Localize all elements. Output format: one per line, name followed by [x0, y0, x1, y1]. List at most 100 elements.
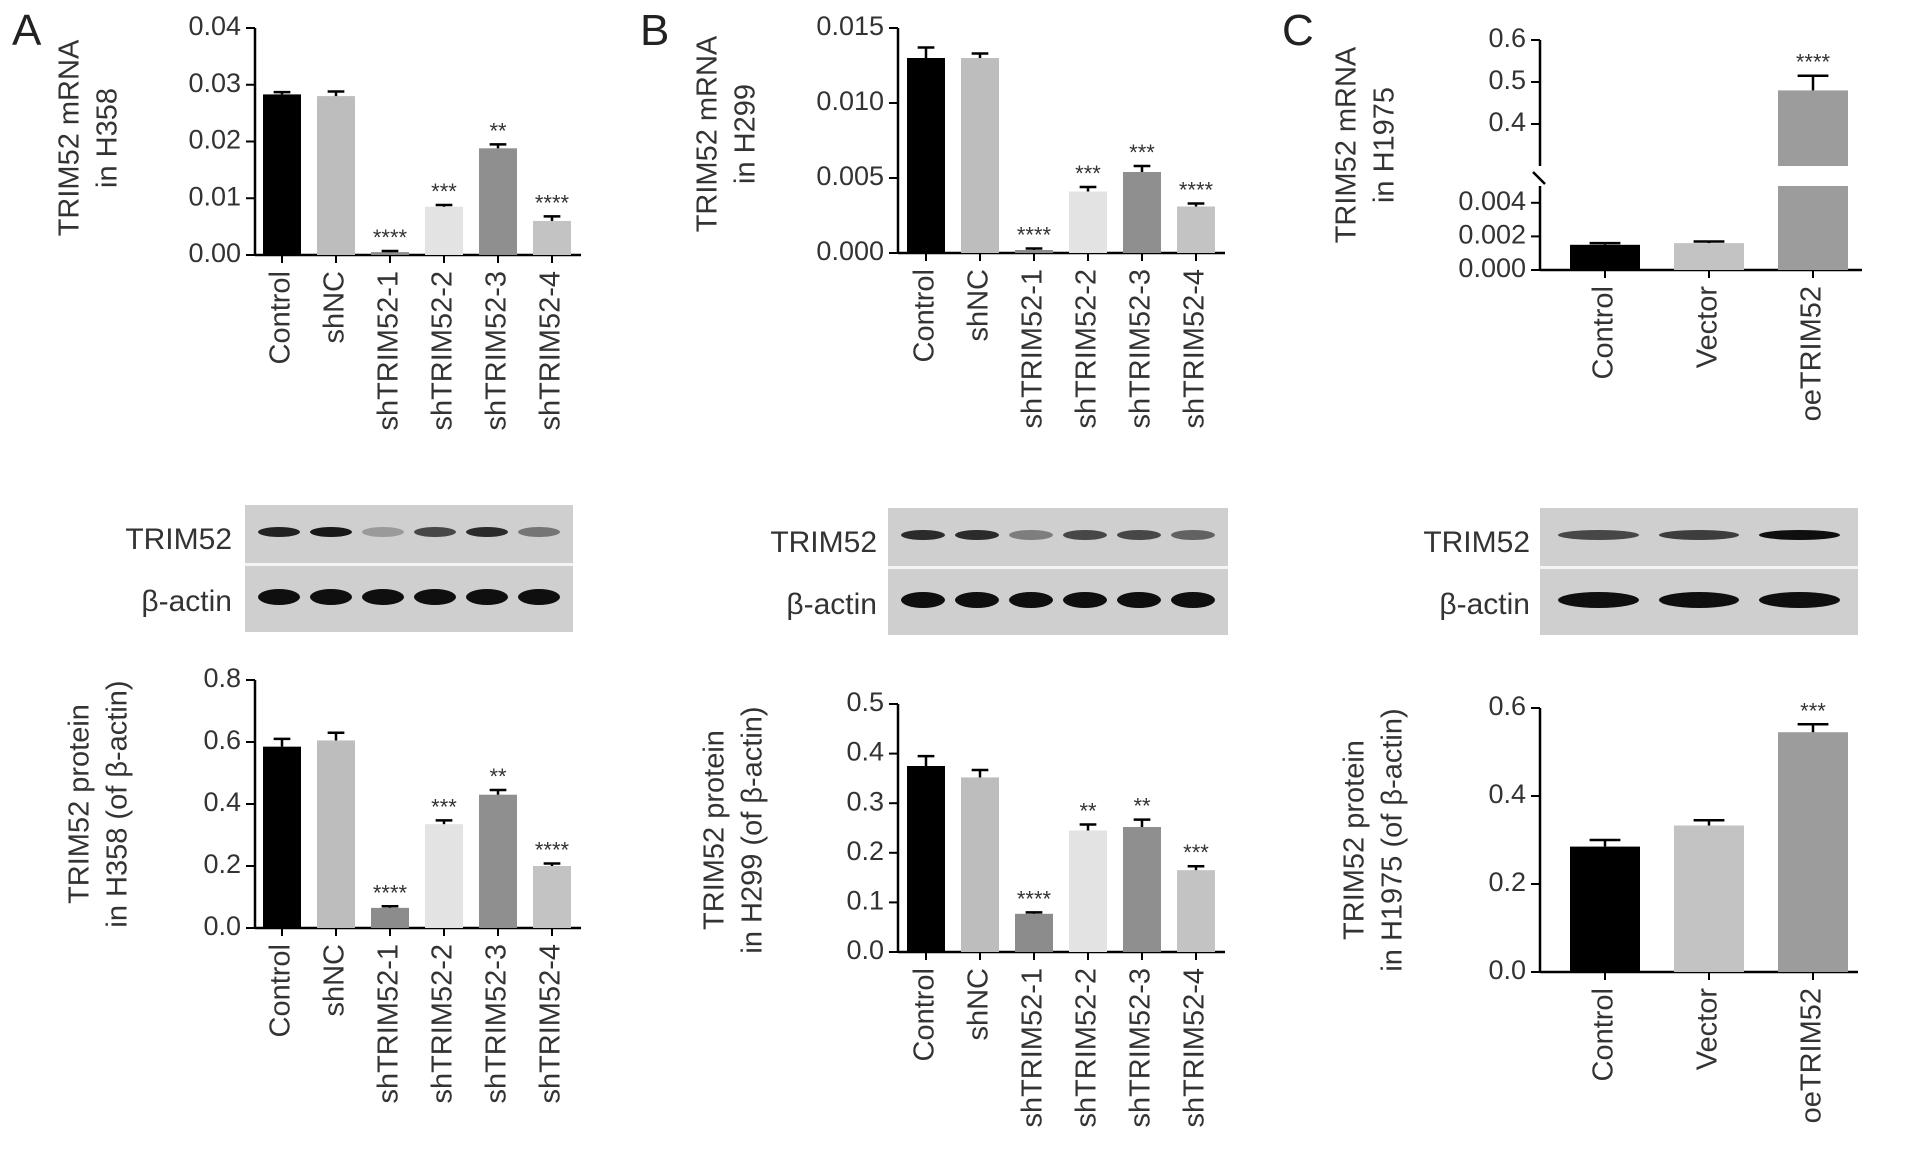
x-tick-label: shTRIM52-3	[1125, 968, 1157, 1128]
significance-label: ****	[1017, 223, 1052, 248]
trim52-band	[1009, 530, 1053, 540]
y-axis-label: in H299 (of β-actin)	[737, 706, 769, 953]
significance-label: ***	[1129, 140, 1155, 165]
bar	[1069, 191, 1107, 253]
bar	[1069, 830, 1107, 952]
y-tick-label: 0.4	[1488, 107, 1526, 137]
significance-label: ****	[535, 190, 570, 215]
y-tick-label: 0.000	[816, 236, 884, 266]
y-tick-label: 0.01	[188, 181, 241, 211]
trim52-band	[1759, 530, 1840, 540]
trim52-band	[518, 527, 560, 537]
blot-divider	[1540, 566, 1858, 569]
bar	[961, 777, 999, 952]
x-tick-label: shTRIM52-1	[1017, 269, 1049, 429]
trim52-band	[1171, 530, 1215, 540]
x-tick-label: shTRIM52-3	[1125, 269, 1157, 429]
beta-actin-band	[310, 589, 352, 605]
significance-label: **	[489, 118, 507, 143]
significance-label: ***	[1183, 840, 1209, 865]
y-tick-label: 0.0	[846, 935, 884, 965]
x-tick-label: shNC	[319, 271, 351, 344]
y-tick-label: 0.6	[1488, 691, 1526, 721]
x-tick-label: shTRIM52-1	[373, 271, 405, 431]
beta-actin-band	[1759, 592, 1840, 608]
bar	[907, 766, 945, 952]
significance-label: ****	[1179, 178, 1214, 203]
beta-actin-band	[901, 592, 945, 608]
blot-label-trim52: TRIM52	[125, 523, 232, 556]
y-tick-label: 0.0	[1488, 955, 1526, 985]
bar	[1778, 732, 1848, 972]
blot-divider	[245, 563, 573, 566]
trim52-band	[955, 530, 999, 540]
x-tick-label: shNC	[963, 968, 995, 1041]
blot-divider	[888, 566, 1228, 569]
significance-label: ***	[1075, 161, 1101, 186]
bar	[371, 252, 409, 255]
y-axis-label: in H358 (of β-actin)	[102, 680, 134, 927]
y-tick-label: 0.2	[1488, 867, 1526, 897]
blot-label-beta-actin: β-actin	[141, 585, 232, 618]
trim52-band	[362, 527, 404, 537]
beta-actin-band	[1117, 592, 1161, 608]
bar	[1015, 250, 1053, 253]
y-axis-label: in H1975 (of β-actin)	[1377, 708, 1409, 971]
y-axis-label: TRIM52 protein	[64, 704, 96, 904]
y-tick-label: 0.4	[203, 787, 241, 817]
x-tick-label: Control	[1588, 286, 1620, 380]
significance-label: ****	[1017, 886, 1052, 911]
x-tick-label: shTRIM52-2	[427, 944, 459, 1104]
x-tick-label: oeTRIM52	[1796, 988, 1828, 1123]
x-tick-label: shTRIM52-2	[427, 271, 459, 431]
blot-label-beta-actin: β-actin	[786, 588, 877, 621]
bar	[479, 794, 517, 928]
bar	[1570, 244, 1640, 270]
beta-actin-band	[1009, 592, 1053, 608]
y-tick-label: 0.010	[816, 86, 884, 116]
x-tick-label: Control	[909, 968, 941, 1062]
y-axis-label: in H358	[92, 88, 124, 188]
beta-actin-band	[1658, 592, 1740, 608]
significance-label: ****	[373, 880, 408, 905]
y-tick-label: 0.6	[203, 725, 241, 755]
y-tick-label: 0.04	[188, 11, 241, 41]
x-tick-label: shTRIM52-4	[1179, 269, 1211, 429]
bar	[1674, 243, 1744, 270]
bar	[425, 824, 463, 928]
y-axis-label: TRIM52 protein	[1339, 740, 1371, 940]
y-tick-label: 0.0	[203, 911, 241, 941]
beta-actin-band	[258, 589, 300, 605]
panel-label-a: A	[12, 6, 42, 55]
y-tick-label: 0.1	[846, 886, 884, 916]
trim52-band	[1658, 530, 1740, 540]
x-tick-label: shTRIM52-1	[373, 944, 405, 1104]
bar	[1778, 186, 1848, 270]
blot-membrane-a	[245, 505, 573, 632]
significance-label: ***	[1800, 698, 1826, 723]
y-tick-label: 0.5	[846, 687, 884, 717]
x-tick-label: Control	[909, 269, 941, 363]
y-tick-label: 0.2	[846, 836, 884, 866]
bar	[371, 907, 409, 928]
x-tick-label: shTRIM52-4	[535, 271, 567, 431]
y-axis-label: TRIM52 mRNA	[692, 35, 724, 232]
y-tick-label: 0.004	[1458, 186, 1526, 216]
y-tick-label: 0.4	[846, 737, 884, 767]
y-tick-label: 0.02	[188, 125, 241, 155]
bar	[317, 740, 355, 928]
trim52-band	[466, 527, 508, 537]
beta-actin-band	[466, 589, 508, 605]
blot-membrane-b	[888, 508, 1228, 635]
bar	[1570, 846, 1640, 972]
trim52-band	[901, 530, 945, 540]
y-tick-label: 0.03	[188, 68, 241, 98]
significance-label: ***	[431, 179, 457, 204]
beta-actin-band	[414, 589, 456, 605]
x-tick-label: shTRIM52-1	[1017, 968, 1049, 1128]
x-tick-label: shTRIM52-3	[481, 944, 513, 1104]
blot-membrane-c	[1540, 508, 1858, 635]
significance-label: ****	[373, 225, 408, 250]
y-axis-label: TRIM52 mRNA	[54, 39, 86, 236]
trim52-band	[258, 527, 300, 537]
